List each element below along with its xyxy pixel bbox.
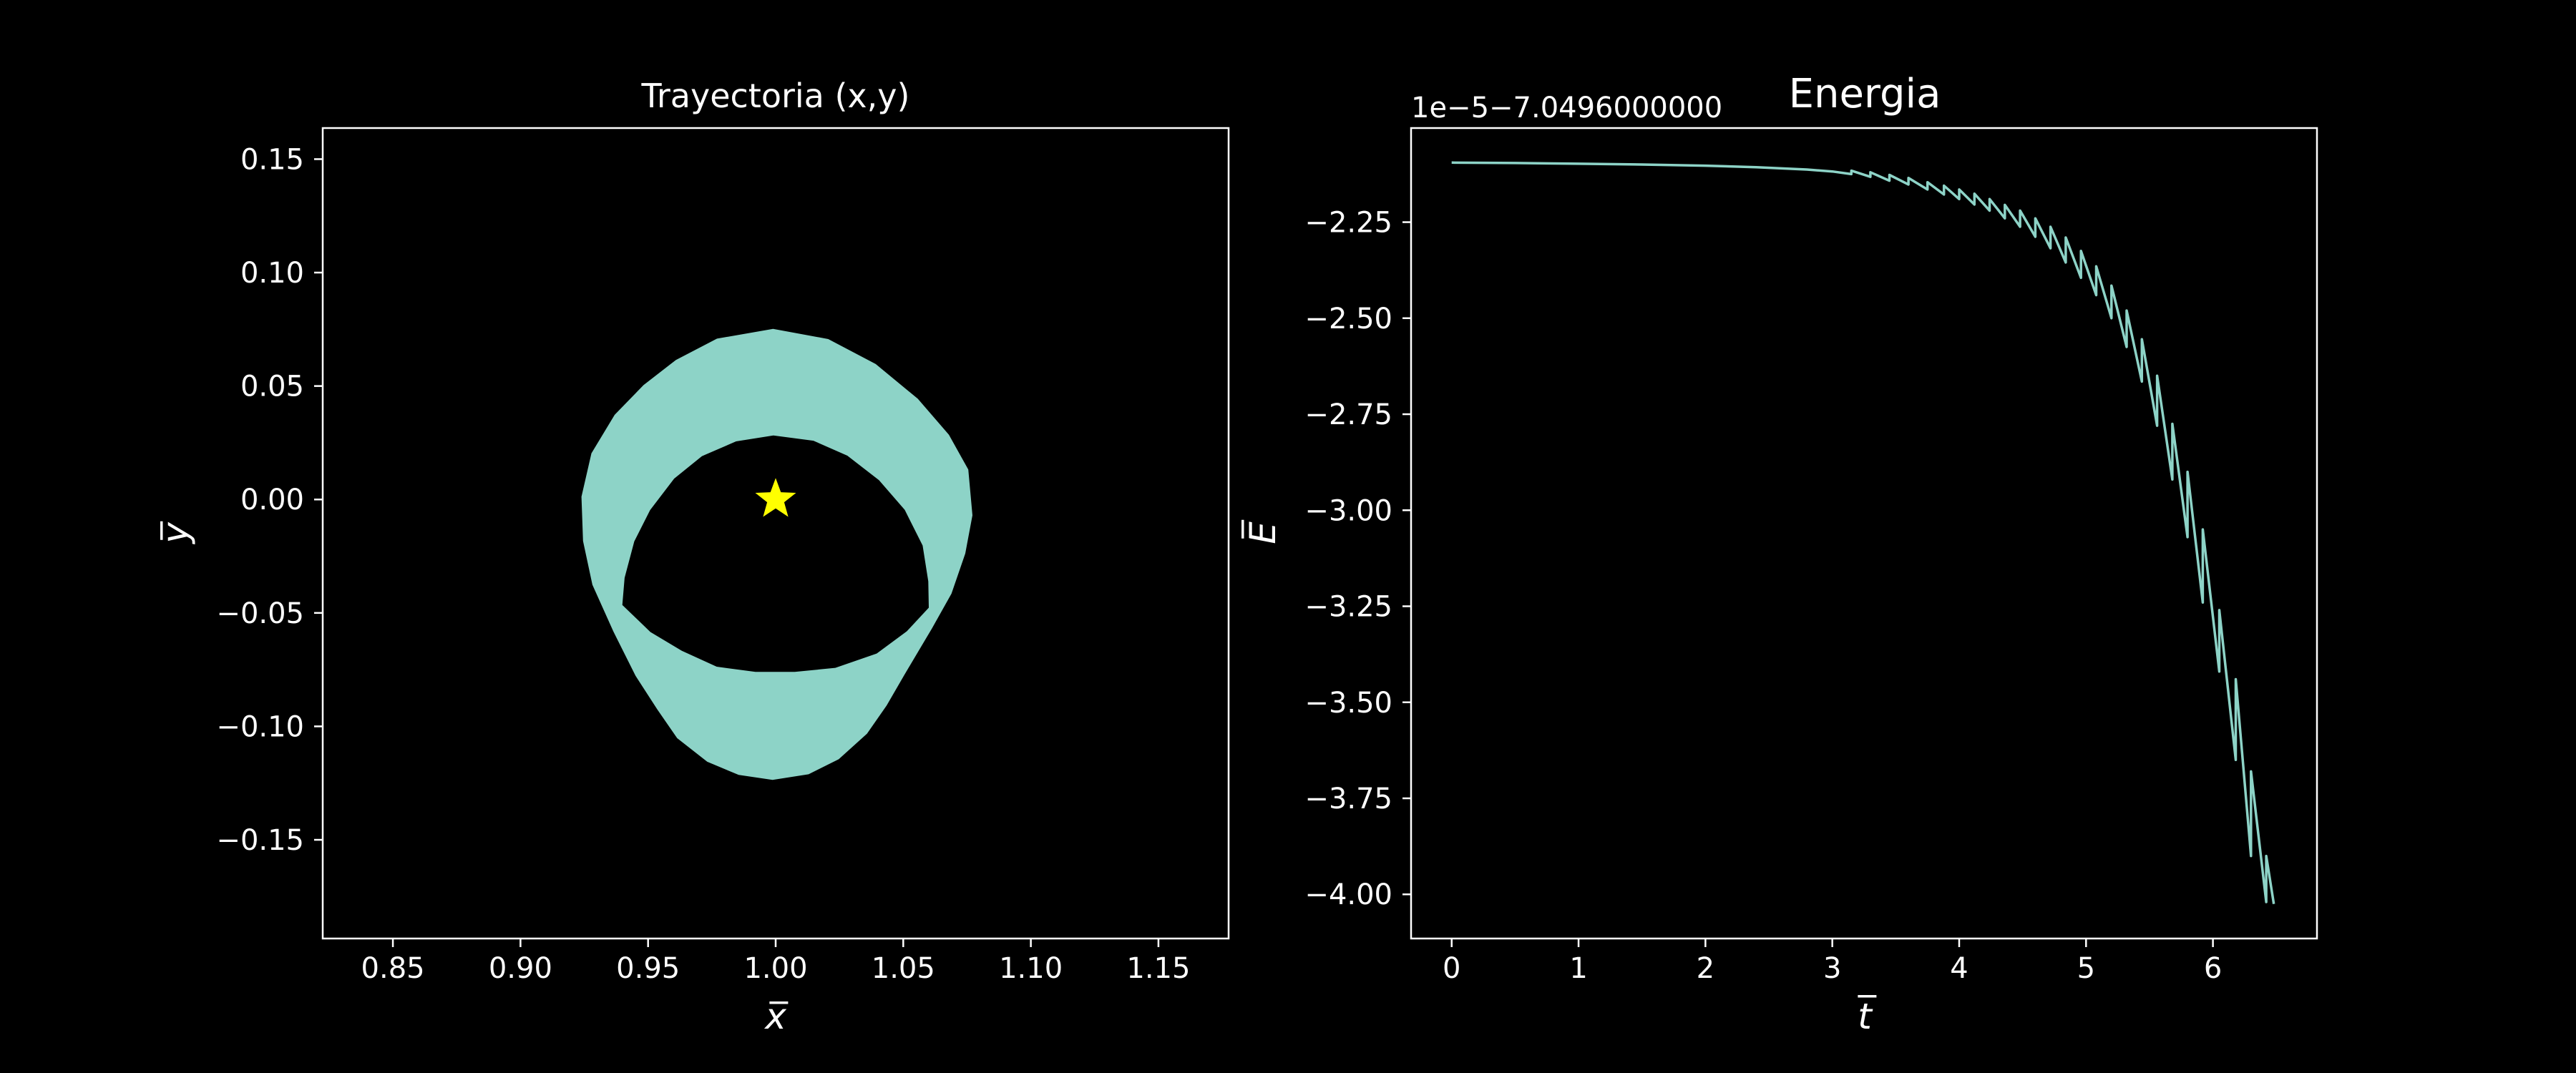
energy-x-ticks: 0 1 2 3 4 5 6	[1443, 939, 2222, 985]
energy-x-tick-label: 0	[1443, 952, 1460, 985]
trajectory-y-tick-label: −0.10	[216, 710, 304, 743]
trajectory-chart: Trayectoria (x,y) 0.85 0.90 0.95 1.00 1.05 1.…	[155, 77, 1230, 1037]
trajectory-y-tick-label: 0.05	[240, 371, 304, 403]
trajectory-band	[581, 328, 972, 780]
trajectory-y-tick-label: −0.15	[216, 824, 304, 857]
energy-y-tick-label: −2.25	[1304, 207, 1392, 240]
trajectory-title: Trayectoria (x,y)	[641, 77, 910, 115]
energy-y-axis-label: E̅	[1241, 519, 1284, 544]
energy-axes-frame	[1410, 127, 2318, 940]
energy-y-tick-label: −4.00	[1304, 878, 1392, 911]
energy-y-tick-label: −3.00	[1304, 494, 1392, 527]
energy-x-tick-label: 2	[1697, 952, 1714, 985]
trajectory-x-tick-label: 0.90	[489, 952, 552, 985]
trajectory-x-tick-label: 1.00	[743, 952, 807, 985]
trajectory-x-tick-label: 1.15	[1126, 952, 1190, 985]
energy-offset-text: 1e−5−7.0496000000	[1411, 92, 1722, 124]
star-marker	[755, 478, 796, 517]
energy-y-tick-label: −3.25	[1304, 591, 1392, 624]
trajectory-x-axis-label: x̅	[763, 996, 789, 1037]
energy-y-tick-label: −2.50	[1304, 303, 1392, 335]
energy-plot-area	[1451, 161, 2275, 904]
energy-y-tick-label: −2.75	[1304, 398, 1392, 431]
energy-y-tick-label: −3.75	[1304, 783, 1392, 815]
energy-series-line	[1451, 161, 2275, 904]
energy-y-tick-label: −3.50	[1304, 687, 1392, 720]
trajectory-x-tick-label: 0.85	[361, 952, 425, 985]
energy-y-ticks: −2.25 −2.50 −2.75 −3.00 −3.25 −3.50 −3.75 −4.00	[1304, 207, 1411, 911]
trajectory-plot-area	[581, 328, 972, 780]
trajectory-x-tick-label: 1.05	[872, 952, 935, 985]
energy-x-tick-label: 5	[2077, 952, 2095, 985]
trajectory-y-tick-label: 0.00	[240, 484, 304, 516]
trajectory-x-tick-label: 0.95	[616, 952, 680, 985]
energy-x-tick-label: 3	[1823, 952, 1841, 985]
trajectory-y-tick-label: 0.15	[240, 143, 304, 176]
trajectory-x-ticks: 0.85 0.90 0.95 1.00 1.05 1.10 1.15	[361, 939, 1190, 985]
trajectory-y-tick-label: −0.05	[216, 597, 304, 630]
trajectory-y-axis-label: y̅	[155, 521, 196, 545]
energy-x-tick-label: 4	[1950, 952, 1968, 985]
energy-x-tick-label: 1	[1569, 952, 1587, 985]
energy-x-tick-label: 6	[2204, 952, 2222, 985]
trajectory-x-tick-label: 1.10	[999, 952, 1063, 985]
trajectory-y-tick-label: 0.10	[240, 257, 304, 290]
trajectory-y-ticks: 0.15 0.10 0.05 0.00 −0.05 −0.10 −0.15	[216, 143, 323, 857]
energy-title: Energia	[1789, 71, 1941, 117]
